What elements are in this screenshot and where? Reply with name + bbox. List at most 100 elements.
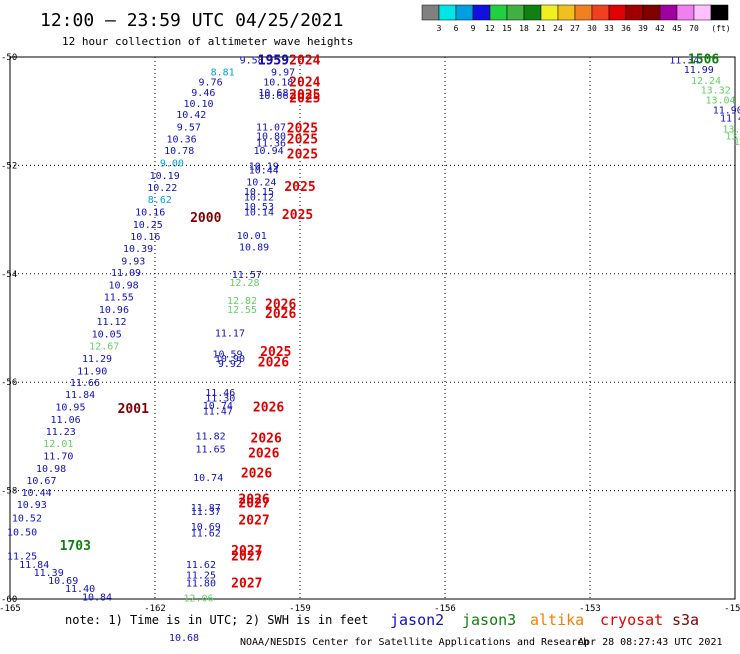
x-tick-label: -156 [434,604,456,614]
pass-time-label: 2025 [260,345,291,360]
wave-height-label: 10.19 [249,161,279,172]
pass-time-label: 2025 [289,92,320,107]
wave-height-label: 9.76 [199,77,223,88]
x-tick-label: -162 [144,604,166,614]
wave-height-label: 10.96 [99,305,129,316]
wave-height-label: 11.66 [70,378,100,389]
wave-height-label: 11.09 [111,268,141,279]
wave-height-label: 12 [734,137,740,148]
wave-height-label: 11.07 [256,122,286,133]
pass-time-label: 2025 [287,121,318,136]
pass-time-label: 2026 [241,467,272,482]
chart-subtitle: 12 hour collection of altimeter wave hei… [62,35,353,48]
colorbar-label: 33 [604,24,614,33]
pass-time-label: 2025 [282,208,313,223]
x-tick-label: -159 [289,604,311,614]
wave-height-label: 10.68 [258,88,288,99]
wave-height-label: 10.68 [169,633,199,644]
wave-height-label: 11.46 [205,388,235,399]
wave-height-label: 10.50 [7,527,37,538]
wave-height-label: 11.55 [104,293,134,304]
colorbar-swatch [642,4,661,21]
wave-height-label: 12.28 [229,278,259,289]
colorbar-swatch [421,4,440,21]
wave-height-label: 10.01 [237,231,267,242]
wave-height-label: 10.15 [244,187,274,198]
wave-height-label: 10.44 [22,488,52,499]
pass-time-label: 2026 [248,447,279,462]
colorbar-unit: (ft) [711,24,730,33]
legend-item-altika: altika [530,611,584,629]
wave-height-label: 11.57 [232,270,262,281]
pass-time-label: 2001 [118,402,149,417]
chart-title: 12:00 – 23:59 UTC 04/25/2021 [40,10,343,31]
wave-height-label: 10.69 [48,576,78,587]
wave-height-label: 10.74 [203,401,233,412]
pass-time-label: 2027 [231,550,262,565]
colorbar-label: 6 [454,24,459,33]
wave-height-label: 9.97 [271,68,295,79]
colorbar-label: 30 [587,24,597,33]
y-tick-label: -60 [1,595,17,605]
wave-height-label: 10.42 [176,110,206,121]
colorbar-label: 27 [570,24,580,33]
wave-height-labels: 9.58 8.819.769.4610.1010.429.5710.3610.78… [7,56,740,644]
x-tick-label: -165 [0,604,21,614]
legend-item-jason3: jason3 [462,611,516,629]
wave-height-label: 12.67 [89,341,119,352]
wave-height-label: 11.84 [65,390,95,401]
wave-height-label: 10.66 [258,91,288,102]
footer-note: note: 1) Time is in UTC; 2) SWH is in fe… [65,613,368,627]
pass-time-label: 2026 [265,298,296,313]
colorbar-label: 15 [502,24,512,33]
pass-time-label: 2026 [253,401,284,416]
wave-height-label: 10.93 [17,500,47,511]
wave-height-label: 9.92 [218,359,242,370]
wave-height-label: 12.01 [43,439,73,450]
pass-time-label: 2025 [287,147,318,162]
wave-height-label: 11.25 [7,552,37,563]
pass-time-label: 2026 [238,493,269,508]
colorbar-label: 39 [638,24,648,33]
colorbar-swatch [506,4,525,21]
wave-height-label: 11.23 [46,427,76,438]
wave-height-label: 10.52 [12,514,42,525]
colorbar-swatch [710,4,729,21]
x-tick-label: -150 [724,604,740,614]
wave-height-label: 8.81 [211,68,235,79]
colorbar-label: 24 [553,24,563,33]
pass-time-label: 1506 [688,53,719,68]
legend-item-jason2: jason2 [390,611,444,629]
pass-time-label: 2025 [289,88,320,103]
colorbar-swatch [574,4,593,21]
wave-height-label: 11.65 [196,444,226,455]
wave-height-label: 10.98 [36,464,66,475]
wave-height-label: 10.95 [55,403,85,414]
pass-time-label: 2026 [258,356,289,371]
wave-height-label: 12.55 [227,305,257,316]
timestamp-text: Apr 28 08:27:43 UTC 2021 [578,637,723,648]
plot-frame [9,56,736,600]
colorbar-swatch [693,4,712,21]
wave-height-label: 10.89 [239,243,269,254]
colorbar-swatch [523,4,542,21]
pass-time-label: 2024 [289,75,320,90]
wave-height-label: 10.80 [256,132,286,143]
wave-height-label: 10.24 [246,178,276,189]
colorbar-swatch [608,4,627,21]
pass-time-label: 2000 [190,211,221,226]
wave-height-label: 11.06 [51,415,81,426]
colorbar-label: 21 [536,24,546,33]
wave-height-label: 11.17 [215,328,245,339]
pass-time-label: 2024 [289,54,320,69]
wave-height-label: 10.12 [244,192,274,203]
axis-ticks: -165 -162 -159 -156 -153 -150 -50 -52 -54 -56 -58 -… [0,53,740,614]
pass-time-label: 1959 [258,54,289,69]
wave-height-label: 11.87 [191,503,221,514]
wave-height-label: 10.94 [254,146,284,157]
wave-height-label: 10.10 [183,99,213,110]
wave-height-label: 11.70 [43,451,73,462]
colorbar-swatch [591,4,610,21]
colorbar-label: 45 [672,24,682,33]
